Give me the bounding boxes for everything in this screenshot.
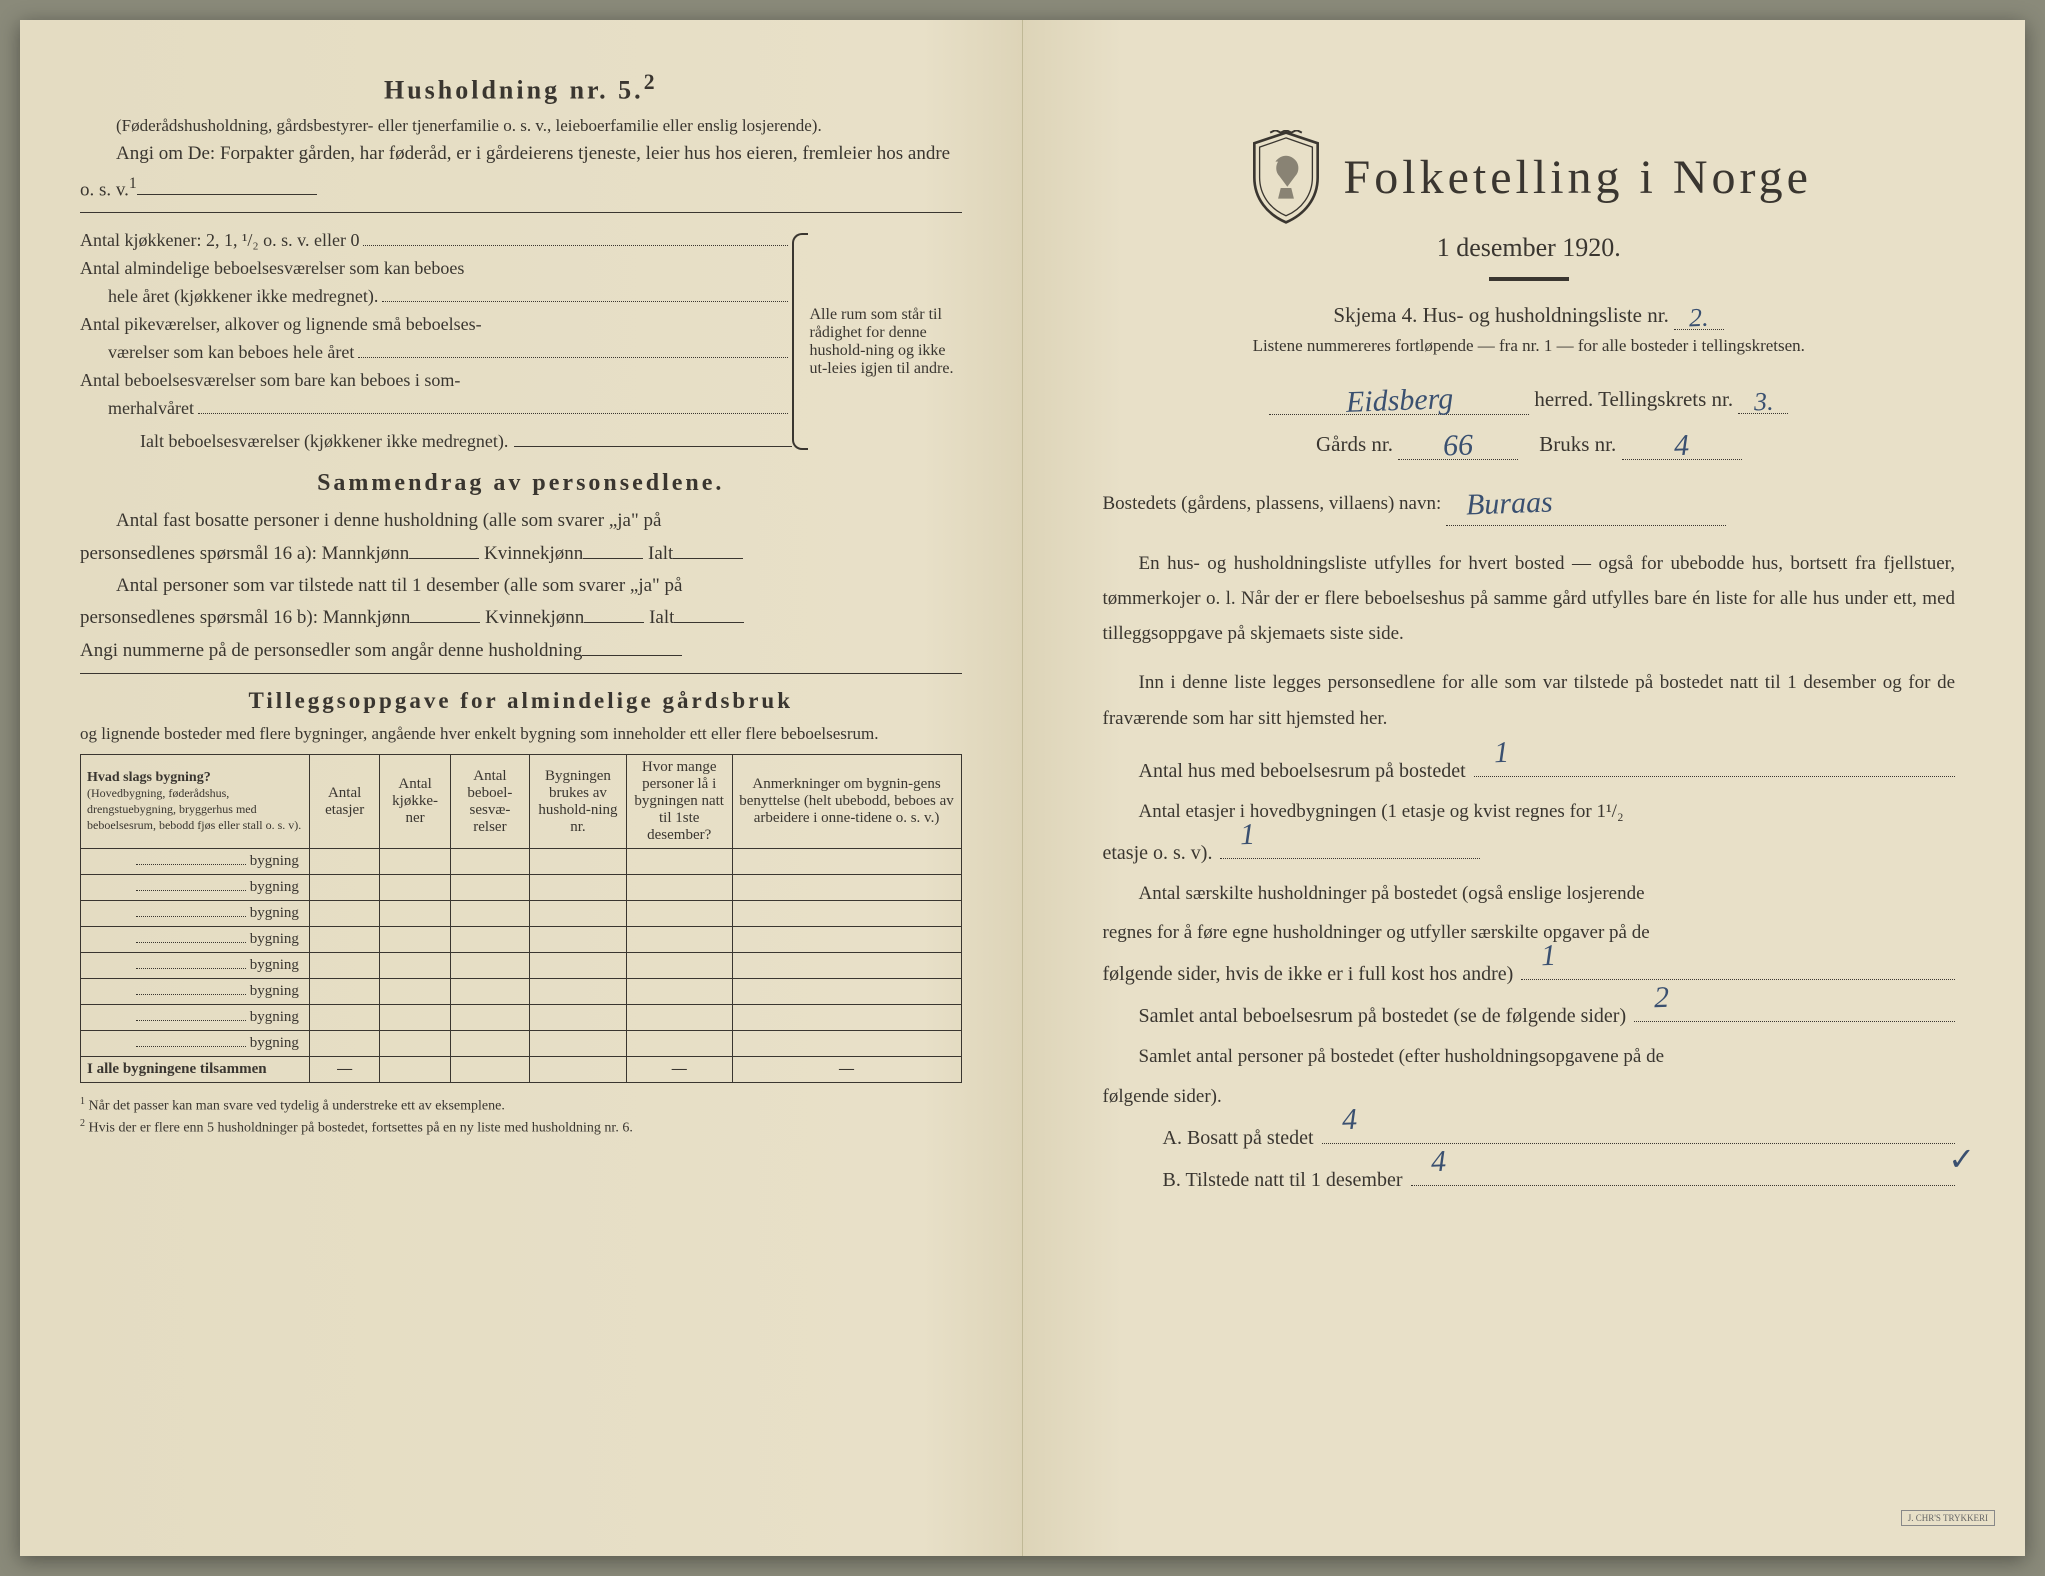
rooms2a: Antal pikeværelser, alkover og lignende … <box>80 311 482 339</box>
gards-row: Gårds nr. 66 Bruks nr. 4 <box>1103 425 1956 460</box>
qB-value: 4 <box>1429 1130 1446 1193</box>
table-row: bygning <box>81 849 962 875</box>
right-page: Folketelling i Norge 1 desember 1920. Sk… <box>1023 20 2026 1556</box>
q3c-row: følgende sider, hvis de ikke er i full k… <box>1103 953 1956 995</box>
q3-value: 1 <box>1540 924 1557 987</box>
title-rule <box>1489 277 1569 281</box>
table-header-row: Hvad slags bygning?(Hovedbygning, føderå… <box>81 755 962 849</box>
herred-row: Eidsberg herred. Tellingskrets nr. 3. <box>1103 380 1956 415</box>
samm-p1a: Antal fast bosatte personer i denne hush… <box>80 505 962 537</box>
q1-value: 1 <box>1493 720 1510 783</box>
samm-p2a: Antal personer som var tilstede natt til… <box>80 570 962 602</box>
q5a: Samlet antal personer på bostedet (efter… <box>1103 1037 1956 1077</box>
table-total-row: I alle bygningene tilsammen——— <box>81 1057 962 1083</box>
rooms2b: værelser som kan beboes hele året <box>80 339 354 367</box>
q1-row: Antal hus med beboelsesrum på bostedet 1 <box>1103 750 1956 792</box>
para-1: En hus- og husholdningsliste utfylles fo… <box>1103 546 1956 651</box>
tillegg-sub: og lignende bosteder med flere bygninger… <box>80 722 962 747</box>
main-title: Folketelling i Norge <box>1344 150 1812 205</box>
th-beboelse: Antal beboel-sesvæ-relser <box>450 755 529 849</box>
h5-note: (Føderådshusholdning, gårdsbestyrer- ell… <box>80 114 962 139</box>
bosted-value: Buraas <box>1465 477 1553 531</box>
kitchens-label: Antal kjøkkener: 2, 1, ¹/₂ o. s. v. elle… <box>80 227 359 255</box>
printer-stamp: J. CHR'S TRYKKERI <box>1901 1510 1995 1526</box>
rooms-total: Ialt beboelsesværelser (kjøkkener ikke m… <box>80 428 508 456</box>
q3b: regnes for å føre egne husholdninger og … <box>1103 913 1956 953</box>
bosted-row: Bostedets (gårdens, plassens, villaens) … <box>1103 474 1956 526</box>
tillegg-title: Tilleggsoppgave for almindelige gårdsbru… <box>80 688 962 714</box>
herred-value: Eidsberg <box>1345 382 1453 420</box>
th-brukes: Bygningen brukes av hushold-ning nr. <box>530 755 627 849</box>
table-row: bygning <box>81 953 962 979</box>
th-type-note: (Hovedbygning, føderådshus, drengstuebyg… <box>87 786 301 832</box>
q3a: Antal særskilte husholdninger på bostede… <box>1103 874 1956 914</box>
list-note: Listene nummereres fortløpende — fra nr.… <box>1103 336 1956 356</box>
samm-p1b: personsedlenes spørsmål 16 a): Mannkjønn… <box>80 538 962 570</box>
title-block: Folketelling i Norge 1 desember 1920. <box>1103 130 1956 281</box>
h5-instruction: Angi om De: Forpakter gården, har føderå… <box>80 138 962 206</box>
table-row: bygning <box>81 901 962 927</box>
buildings-table: Hvad slags bygning?(Hovedbygning, føderå… <box>80 754 962 1083</box>
sammendrag-title: Sammendrag av personsedlene. <box>80 470 962 497</box>
checkmark-icon: ✓ <box>1948 1126 1975 1193</box>
document-spread: Husholdning nr. 5.2 (Føderådshusholdning… <box>20 20 2025 1556</box>
table-row: bygning <box>81 927 962 953</box>
qA-row: A. Bosatt på stedet 4 <box>1103 1117 1956 1159</box>
q4-value: 2 <box>1653 966 1670 1029</box>
th-etasjer: Antal etasjer <box>309 755 379 849</box>
rule2 <box>80 673 962 674</box>
table-row: bygning <box>81 1031 962 1057</box>
table-row: bygning <box>81 875 962 901</box>
bruks-value: 4 <box>1673 429 1689 464</box>
rooms-block: Antal kjøkkener: 2, 1, ¹/₂ o. s. v. elle… <box>80 227 962 456</box>
table-row: bygning <box>81 979 962 1005</box>
qA-value: 4 <box>1340 1088 1357 1151</box>
samm-p2b: personsedlenes spørsmål 16 b): Mannkjønn… <box>80 602 962 634</box>
footnote-1: Når det passer kan man svare ved tydelig… <box>89 1099 505 1114</box>
footnotes: 1 Når det passer kan man svare ved tydel… <box>80 1095 962 1138</box>
skjema-line: Skjema 4. Hus- og husholdningsliste nr. … <box>1103 299 1956 330</box>
rule <box>80 212 962 213</box>
footnote-2: Hvis der er flere enn 5 husholdninger på… <box>89 1120 633 1135</box>
q2b-row: etasje o. s. v). 1 <box>1103 832 1956 874</box>
th-type-bold: Hvad slags bygning? <box>87 770 211 785</box>
rooms1b: hele året (kjøkkener ikke medregnet). <box>80 283 378 311</box>
rooms3a: Antal beboelsesværelser som bare kan beb… <box>80 367 460 395</box>
th-kjokken: Antal kjøkke-ner <box>380 755 450 849</box>
gards-value: 66 <box>1443 428 1474 463</box>
krets-value: 3. <box>1753 387 1774 418</box>
q2-value: 1 <box>1239 802 1256 865</box>
th-anmerk: Anmerkninger om bygnin-gens benyttelse (… <box>732 755 961 849</box>
th-personer: Hvor mange personer lå i bygningen natt … <box>626 755 732 849</box>
rooms1a: Antal almindelige beboelsesværelser som … <box>80 255 464 283</box>
rooms3b: merhalvåret <box>80 395 194 423</box>
subtitle: 1 desember 1920. <box>1103 233 1956 263</box>
liste-nr-value: 2. <box>1689 303 1710 334</box>
q4-row: Samlet antal beboelsesrum på bostedet (s… <box>1103 995 1956 1037</box>
para-2: Inn i denne liste legges personsedlene f… <box>1103 665 1956 735</box>
q5b: følgende sider). <box>1103 1077 1956 1117</box>
qB-row: B. Tilstede natt til 1 desember 4 ✓ <box>1103 1159 1956 1201</box>
brace-note: Alle rum som står til rådighet for denne… <box>792 227 962 456</box>
samm-p3: Angi nummerne på de personsedler som ang… <box>80 635 962 667</box>
coat-of-arms-icon <box>1246 130 1326 225</box>
husholdning-5-title: Husholdning nr. 5.2 <box>80 70 962 106</box>
left-page: Husholdning nr. 5.2 (Føderådshusholdning… <box>20 20 1023 1556</box>
table-row: bygning <box>81 1005 962 1031</box>
q2-row: Antal etasjer i hovedbygningen (1 etasje… <box>1103 792 1956 832</box>
